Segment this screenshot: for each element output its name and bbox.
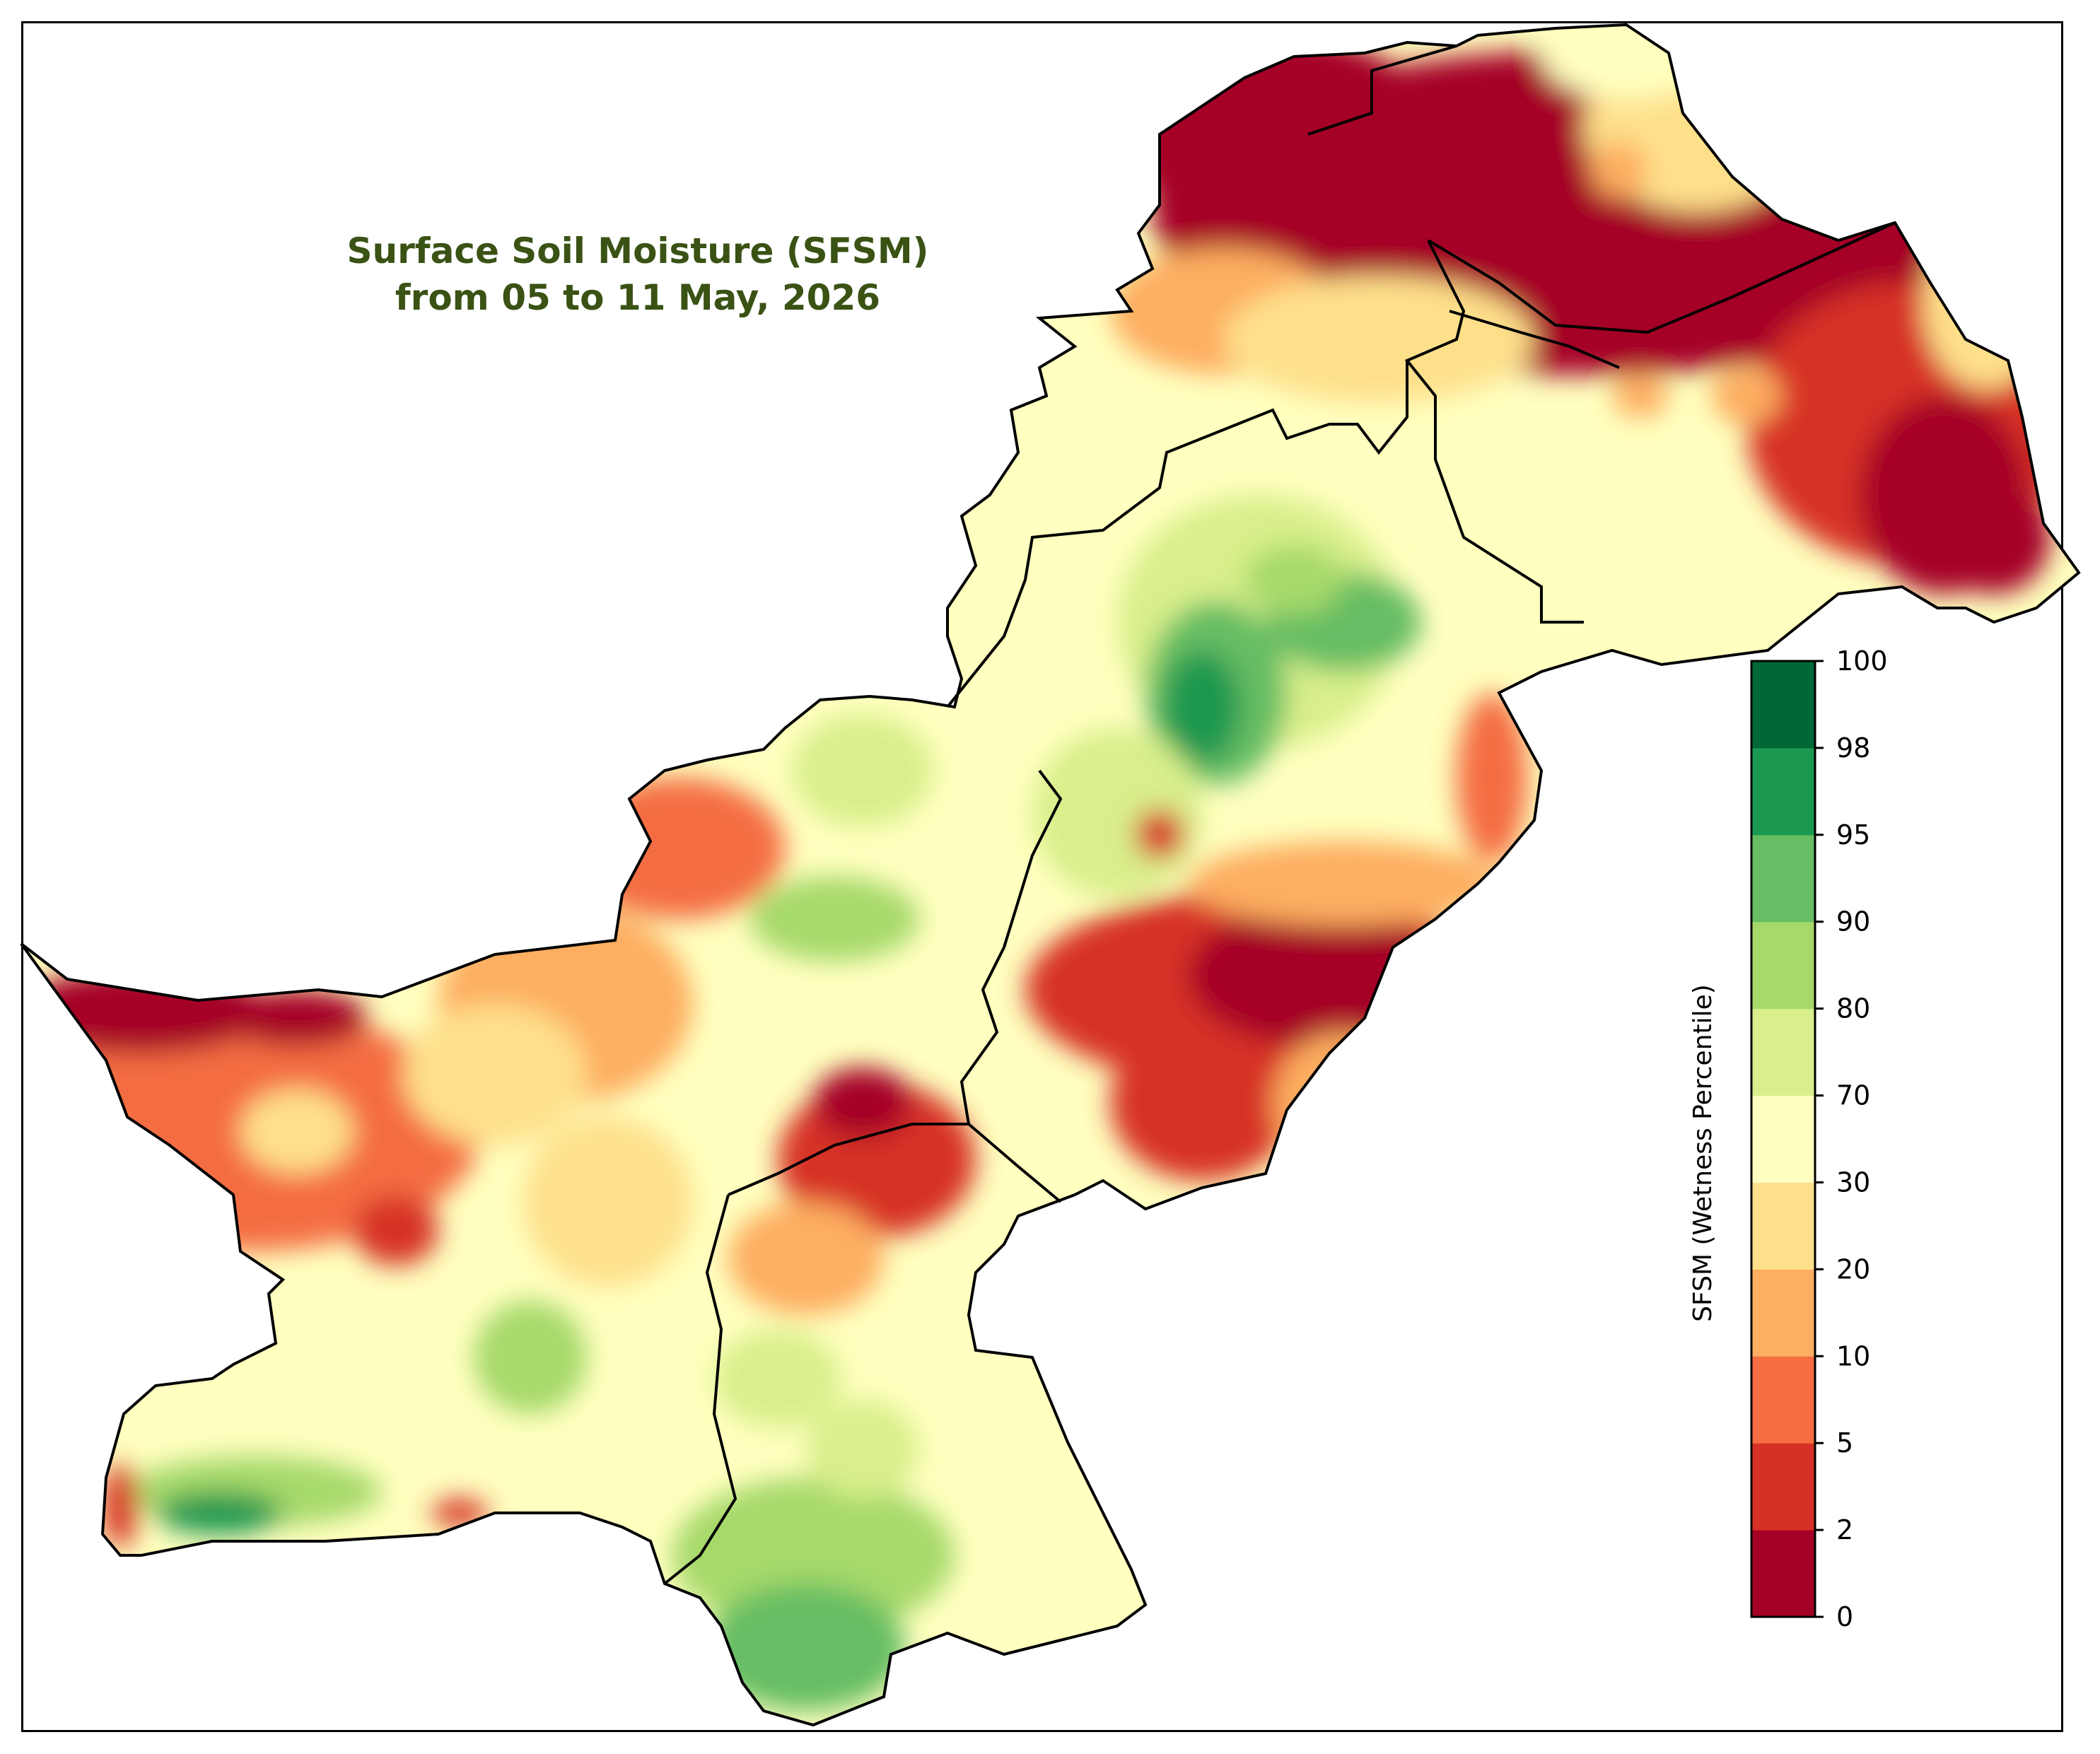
- province-border-gb: [1307, 45, 1896, 334]
- colorbar-segment: [1751, 1008, 1815, 1097]
- colorbar-segment: [1751, 1269, 1815, 1357]
- province-border-sindh: [728, 1123, 1062, 1203]
- province-border-kp-punjab: [946, 361, 1408, 708]
- province-border-ajk: [1404, 240, 1584, 624]
- colorbar-tick-label: 98: [1836, 732, 1870, 764]
- colorbar-tick-label: 0: [1836, 1601, 1853, 1632]
- colorbar-segment: [1751, 747, 1815, 836]
- colorbar-axis-label: SFSM (Wetness Percentile): [1688, 984, 1717, 1322]
- colorbar-segment: [1751, 661, 1815, 749]
- colorbar-tick-label: 10: [1836, 1340, 1870, 1372]
- colorbar-tick-label: 30: [1836, 1167, 1870, 1198]
- colorbar-border: [1750, 660, 1816, 1618]
- colorbar-tick-label: 80: [1836, 993, 1870, 1024]
- colorbar-segment: [1751, 921, 1815, 1010]
- colorbar: 0 2 5 10 20 30 70 80 90 95 98 100 SFSM (Wetness Perc…: [1688, 645, 1888, 1632]
- colorbar-segment: [1751, 1443, 1815, 1531]
- colorbar-tick-label: 2: [1836, 1514, 1853, 1545]
- colorbar-tick-label: 90: [1836, 906, 1870, 937]
- colorbar-tick-label: 95: [1836, 819, 1870, 850]
- colorbar-tick-label: 20: [1836, 1253, 1870, 1285]
- colorbar-tick-label: 100: [1836, 645, 1888, 677]
- colorbar-segment: [1751, 1182, 1815, 1270]
- colorbar-segment: [1751, 1356, 1815, 1444]
- colorbar-segment: [1751, 1530, 1815, 1618]
- map-title-line2: from 05 to 11 May, 2026: [395, 277, 880, 318]
- province-border-punjab-balochistan: [959, 769, 1063, 1125]
- province-borders: [663, 45, 1896, 1585]
- colorbar-segment: [1751, 1095, 1815, 1183]
- colorbar-tick-label: 5: [1836, 1427, 1853, 1458]
- province-border-ict: [1449, 310, 1620, 369]
- colorbar-tick-label: 70: [1836, 1080, 1870, 1111]
- province-border-sindh-balochistan: [663, 1194, 737, 1585]
- map-title-line1: Surface Soil Moisture (SFSM): [347, 230, 929, 271]
- colorbar-segment: [1751, 834, 1815, 923]
